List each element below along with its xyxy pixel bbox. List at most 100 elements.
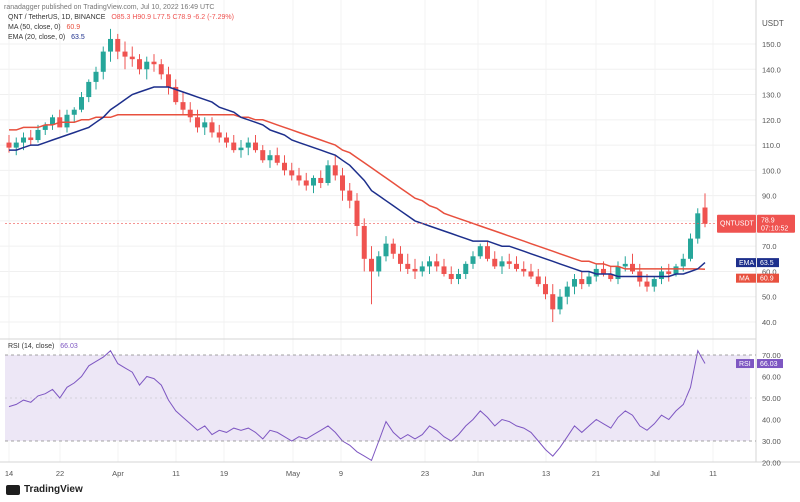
candle-body	[390, 243, 396, 254]
candle-body	[601, 268, 606, 274]
price-tag-value: 78.9	[761, 218, 775, 225]
rsi-tag-label: RSI	[739, 361, 751, 368]
candle-body	[434, 261, 440, 267]
candle-body	[485, 246, 490, 259]
ema-legend-label: EMA (20, close, 0)	[8, 34, 66, 41]
candle-body	[318, 177, 324, 183]
rsi-axis-ticks: 20.00 30.00 40.00 50.00 60.00 70.00	[762, 351, 781, 468]
candle-body	[50, 117, 55, 125]
candle-body	[224, 137, 229, 143]
candle-body	[376, 256, 382, 272]
ma-legend-value: 60.9	[66, 24, 81, 31]
candle-body	[42, 124, 48, 130]
ma-50-line	[9, 114, 706, 270]
candle-body	[64, 114, 70, 128]
ma-legend-label: MA (50, close, 0)	[8, 24, 61, 31]
symbol-legend: QNT / TetherUS, 1D, BINANCE O85.3 H90.9 …	[8, 14, 238, 21]
ohlc-values: O85.3 H90.9 L77.5 C78.9 -6.2 (-7.29%)	[111, 14, 234, 21]
candle-body	[695, 213, 701, 239]
candle-body	[361, 225, 367, 259]
rsi-tick-label: 30.00	[762, 437, 781, 446]
rsi-tick-label: 70.00	[762, 351, 781, 360]
candle-body	[115, 38, 121, 52]
rsi-tag-value: 66.03	[760, 361, 778, 368]
candle-body	[296, 175, 302, 181]
price-tick-label: 150.0	[762, 40, 781, 49]
rsi-tick-label: 20.00	[762, 459, 781, 468]
time-axis-ticks: 14 22 Apr 11 19 May 9 23 Jun 13 21 Jul 11	[5, 469, 717, 478]
candle-body	[209, 122, 215, 133]
ma-legend: MA (50, close, 0) 60.9	[8, 24, 84, 31]
candle-body	[419, 266, 425, 272]
candle-body	[688, 238, 693, 259]
candle-body	[456, 273, 461, 280]
candle-body	[289, 170, 295, 176]
candle-body	[398, 253, 403, 264]
candle-body	[347, 190, 353, 201]
candle-body	[557, 296, 563, 310]
candle-body	[202, 122, 208, 128]
time-tick-label: Apr	[112, 469, 124, 478]
ema-tag-value: 63.5	[760, 260, 774, 267]
candle-body	[100, 51, 106, 72]
currency-label: USDT	[762, 19, 784, 28]
ema-legend-value: 63.5	[71, 34, 85, 41]
rsi-line	[8, 349, 706, 462]
candle-body	[535, 276, 541, 285]
price-tag-timer: 07:10:52	[761, 226, 788, 233]
time-tick-label: 13	[542, 469, 550, 478]
candle-body	[28, 137, 34, 141]
candle-body	[673, 266, 679, 274]
candle-body	[572, 279, 577, 287]
ma-tag-value: 60.9	[760, 276, 774, 283]
ma-tag: MA 60.9	[736, 273, 779, 283]
tradingview-logo-icon	[6, 484, 20, 495]
candle-body	[311, 177, 316, 186]
price-tick-label: 50.0	[762, 293, 777, 302]
candle-body	[332, 165, 338, 176]
candle-body	[543, 284, 548, 295]
candle-body	[586, 276, 592, 285]
brand-name: TradingView	[24, 484, 83, 495]
candle-body	[282, 162, 287, 171]
candle-body	[144, 61, 150, 70]
candle-body	[550, 294, 556, 310]
candle-body	[405, 263, 411, 269]
time-tick-label: 21	[592, 469, 600, 478]
candle-body	[579, 279, 585, 285]
candle-body	[521, 268, 527, 272]
candle-body	[514, 263, 519, 269]
candle-body	[354, 200, 360, 226]
price-tick-label: 40.0	[762, 318, 777, 327]
candle-body	[470, 256, 476, 264]
time-tick-label: 11	[172, 469, 180, 478]
candle-body	[35, 129, 41, 141]
price-tick-label: 90.0	[762, 192, 777, 201]
price-tick-label: 70.0	[762, 242, 777, 251]
candle-body	[651, 279, 657, 287]
candle-body	[412, 268, 418, 272]
candle-body	[71, 109, 77, 115]
candle-body	[260, 150, 266, 161]
rsi-tick-label: 40.00	[762, 416, 781, 425]
ema-tag: EMA 63.5	[736, 258, 779, 268]
time-tick-label: Jul	[650, 469, 660, 478]
ema-20-line	[9, 86, 706, 278]
price-tick-label: 110.0	[762, 141, 780, 150]
candle-body	[369, 258, 374, 272]
ema-tag-label: EMA	[739, 260, 755, 267]
rsi-legend-label: RSI (14, close)	[8, 343, 55, 350]
candle-body	[644, 281, 650, 287]
candle-body	[615, 266, 621, 280]
price-tick-label: 100.0	[762, 166, 781, 175]
time-tick-label: May	[286, 469, 300, 478]
candle-body	[6, 142, 12, 148]
candle-body	[187, 109, 193, 118]
candle-body	[166, 74, 171, 87]
price-tick-label: 60.0	[762, 267, 777, 276]
candle-body	[267, 155, 273, 161]
price-tag-symbol: QNTUSDT	[720, 221, 755, 228]
candle-body	[680, 258, 686, 267]
candle-body	[79, 97, 84, 110]
time-tick-label: 19	[220, 469, 228, 478]
